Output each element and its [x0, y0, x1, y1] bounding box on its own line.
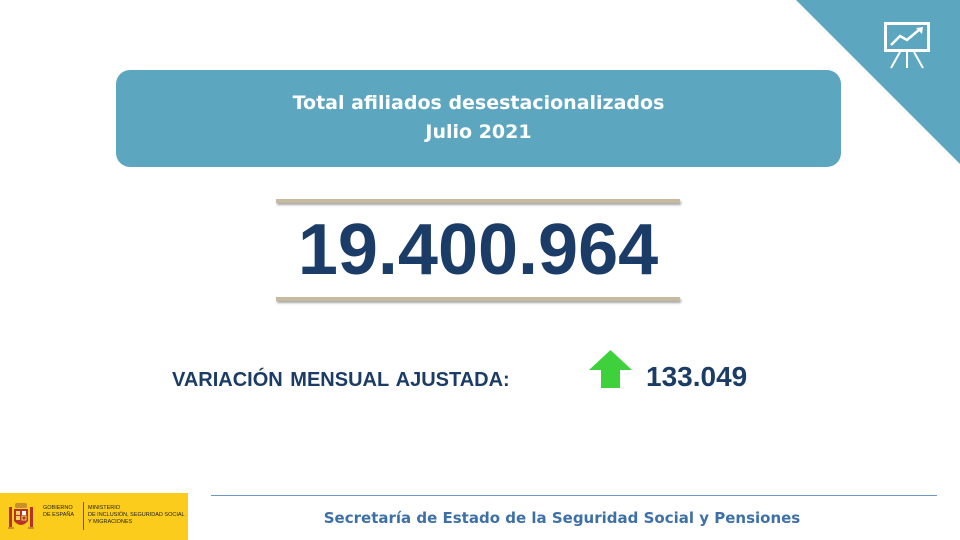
government-name: GOBIERNO DE ESPAÑA — [43, 505, 75, 518]
total-affiliates-value: 19.400.964 — [297, 210, 659, 290]
footer-text: Secretaría de Estado de la Seguridad Soc… — [323, 509, 801, 527]
banner-period: Julio 2021 — [425, 121, 532, 143]
corner-decoration — [796, 0, 960, 164]
title-banner: Total afiliados desestacionalizados Juli… — [116, 70, 841, 167]
ministry-name: MINISTERIO DE INCLUSIÓN, SEGURIDAD SOCIA… — [88, 505, 185, 525]
variation-value: 133.049 — [646, 361, 748, 392]
presentation-chart-icon — [884, 22, 930, 69]
up-arrow-icon — [589, 350, 632, 388]
variation-label: VARIACIÓN MENSUAL AJUSTADA: — [172, 369, 510, 391]
logo-separator — [83, 502, 84, 530]
banner-title: Total afiliados desestacionalizados — [292, 92, 665, 114]
top-rule — [276, 199, 680, 203]
footer-divider — [211, 495, 937, 496]
bottom-rule — [276, 297, 680, 301]
coat-of-arms-icon — [6, 501, 36, 533]
government-logo: GOBIERNO DE ESPAÑA MINISTERIO DE INCLUSI… — [0, 493, 188, 540]
